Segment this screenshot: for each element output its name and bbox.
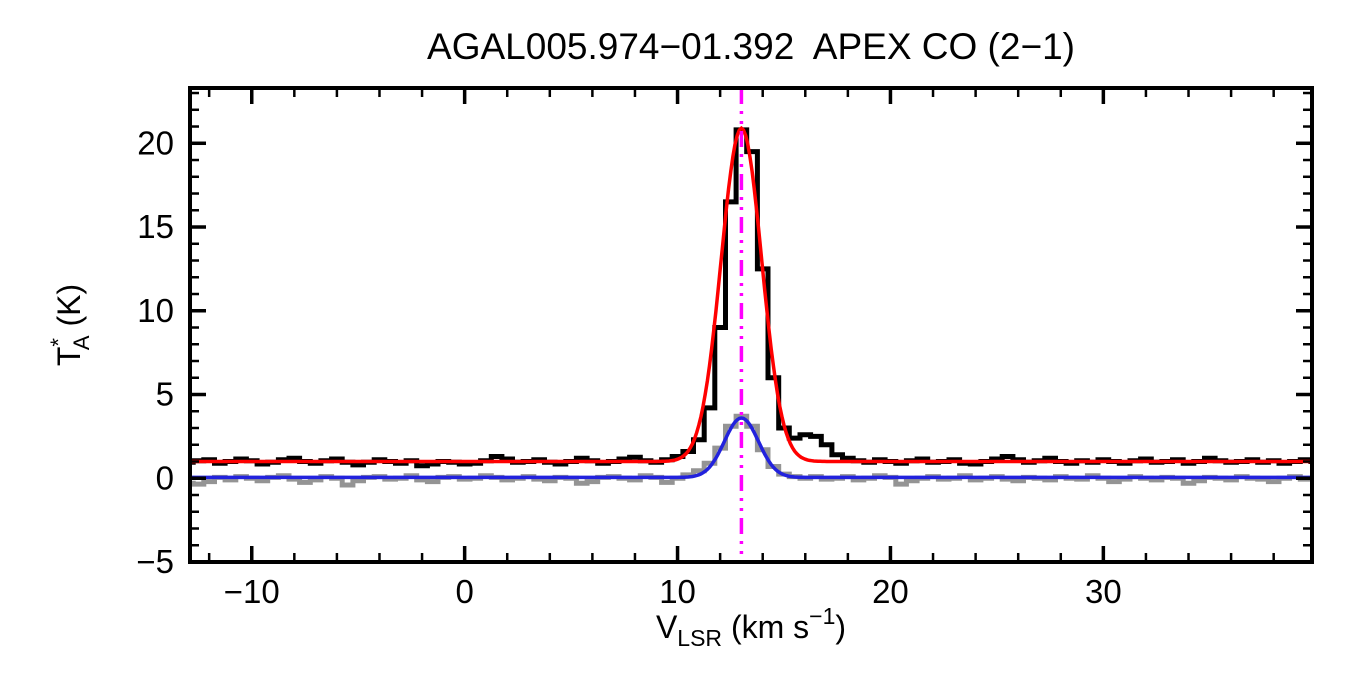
y-tick-label: 15 <box>137 208 174 245</box>
gaussian-fit-blue <box>190 416 1312 480</box>
x-tick-label: 30 <box>1085 573 1122 610</box>
y-tick-label: 20 <box>137 124 174 161</box>
x-axis: −10 0 10 20 30 <box>207 88 1275 610</box>
x-tick-label: 0 <box>455 573 473 610</box>
y-tick-label: 0 <box>156 459 174 496</box>
plot-data-layer <box>190 125 1312 488</box>
x-tick-label: 20 <box>872 573 909 610</box>
y-tick-label: 10 <box>137 292 174 329</box>
x-tick-label: 10 <box>659 573 696 610</box>
y-axis: −5 0 5 10 15 20 <box>136 91 1312 580</box>
gaussian-fit-red <box>190 125 1312 464</box>
y-tick-label: −5 <box>136 543 174 580</box>
plot-frame <box>188 86 1314 564</box>
plot-title: AGAL005.974−01.392 APEX CO (2−1) <box>427 26 1075 67</box>
y-tick-label: 5 <box>156 376 174 413</box>
x-axis-label: VLSR (km s−1) <box>656 603 846 651</box>
y-axis-label: T*A (K) <box>46 284 94 366</box>
x-tick-label: −10 <box>224 573 280 610</box>
